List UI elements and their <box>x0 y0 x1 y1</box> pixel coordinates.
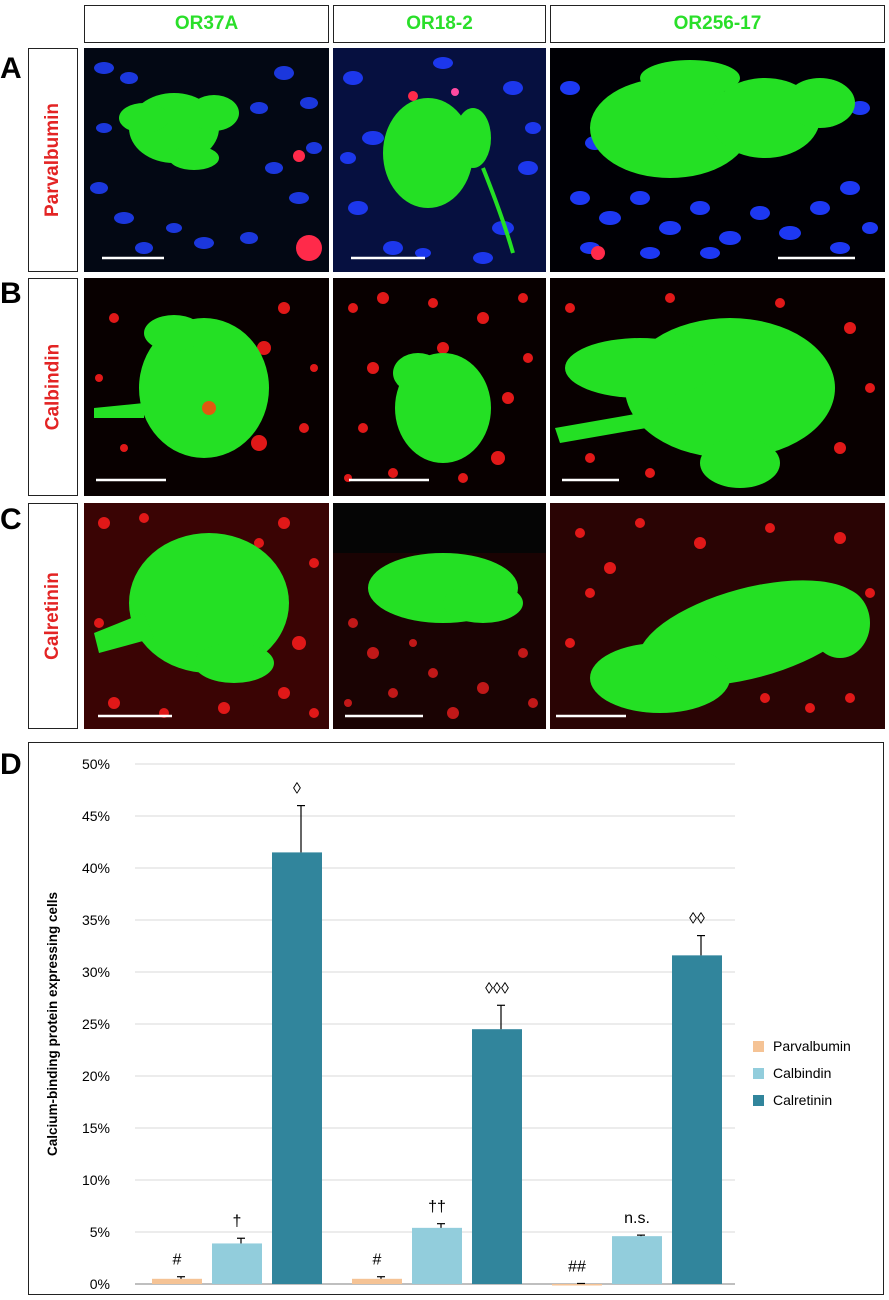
bar <box>272 852 322 1284</box>
y-tick-label: 35% <box>82 912 110 928</box>
bar <box>212 1243 262 1284</box>
significance-marker: ## <box>568 1258 586 1275</box>
micrograph-calretinin-or256-17 <box>550 503 885 729</box>
bar <box>672 955 722 1284</box>
legend-label: Calbindin <box>773 1065 831 1081</box>
significance-marker: †† <box>428 1199 446 1216</box>
panel-letter-a: A <box>0 52 22 85</box>
bar <box>472 1029 522 1284</box>
row-label-text: Calretinin <box>42 572 63 660</box>
y-tick-label: 10% <box>82 1172 110 1188</box>
bar-chart-panel: 0% 5% 10% 15% 20% 25% 30% 35% 40% 45% 50% Calcium-b… <box>28 742 884 1295</box>
column-header-or37a: OR37A <box>84 5 329 43</box>
micrograph-calretinin-or18-2 <box>333 503 546 729</box>
panel-letter-c: C <box>0 503 22 536</box>
legend-swatch <box>753 1068 764 1079</box>
row-label-calretinin: Calretinin <box>28 503 78 729</box>
column-header-or256-17: OR256-17 <box>550 5 885 43</box>
legend-label: Calretinin <box>773 1092 832 1108</box>
significance-marker: # <box>173 1252 182 1269</box>
significance-marker: ◊◊◊ <box>485 980 509 997</box>
significance-marker: n.s. <box>624 1210 650 1227</box>
legend-label: Parvalbumin <box>773 1038 851 1054</box>
y-tick-label: 15% <box>82 1120 110 1136</box>
bar-chart: 0% 5% 10% 15% 20% 25% 30% 35% 40% 45% 50% Calcium-b… <box>45 756 851 1292</box>
y-tick-label: 20% <box>82 1068 110 1084</box>
panel-letter-d: D <box>0 748 22 781</box>
micrograph-parvalbumin-or18-2 <box>333 48 546 272</box>
micrograph-parvalbumin-or256-17 <box>550 48 885 272</box>
significance-marker: ◊ <box>293 781 301 798</box>
bar <box>552 1284 602 1286</box>
row-label-parvalbumin: Parvalbumin <box>28 48 78 272</box>
bar <box>612 1236 662 1284</box>
row-label-text: Parvalbumin <box>42 102 64 218</box>
significance-marker: # <box>373 1252 382 1269</box>
legend-swatch <box>753 1095 764 1106</box>
bar <box>152 1278 202 1284</box>
y-tick-label: 30% <box>82 964 110 980</box>
significance-marker: ◊◊ <box>689 911 705 928</box>
micrograph-parvalbumin-or37a <box>84 48 329 272</box>
significance-marker: † <box>233 1213 242 1230</box>
micrograph-calbindin-or18-2 <box>333 278 546 496</box>
bar <box>352 1278 402 1284</box>
y-axis-label: Calcium-binding protein expressing cells <box>45 892 60 1156</box>
y-tick-label: 45% <box>82 808 110 824</box>
panel-letter-b: B <box>0 277 22 310</box>
column-header-or18-2: OR18-2 <box>333 5 546 43</box>
legend-swatch <box>753 1041 764 1052</box>
micrograph-calbindin-or256-17 <box>550 278 885 496</box>
micrograph-calretinin-or37a <box>84 503 329 729</box>
micrograph-calbindin-or37a <box>84 278 329 496</box>
bar <box>412 1227 462 1284</box>
y-tick-label: 50% <box>82 756 110 772</box>
y-tick-label: 25% <box>82 1016 110 1032</box>
row-label-text: Calbindin <box>42 343 63 431</box>
y-tick-label: 5% <box>90 1224 110 1240</box>
y-tick-label: 40% <box>82 860 110 876</box>
row-label-calbindin: Calbindin <box>28 278 78 496</box>
y-tick-label: 0% <box>90 1276 110 1292</box>
